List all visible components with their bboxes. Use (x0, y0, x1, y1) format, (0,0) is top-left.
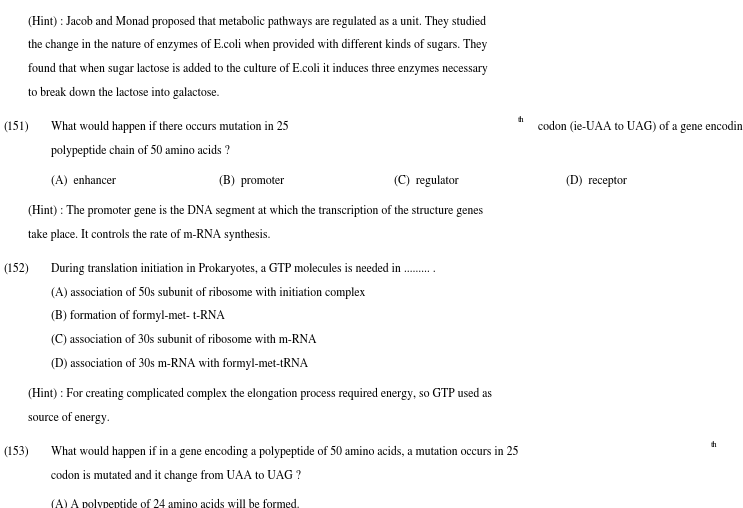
Text: What would happen if there occurs mutation in 25: What would happen if there occurs mutati… (51, 121, 288, 133)
Text: take place. It controls the rate of m-RNA synthesis.: take place. It controls the rate of m-RN… (28, 229, 270, 241)
Text: What would happen if in a gene encoding a polypeptide of 50 amino acids, a mutat: What would happen if in a gene encoding … (51, 446, 518, 458)
Text: (B) formation of formyl-met- t-RNA: (B) formation of formyl-met- t-RNA (51, 310, 224, 323)
Text: codon (ie-UAA to UAG) of a gene encoding a: codon (ie-UAA to UAG) of a gene encoding… (535, 121, 743, 133)
Text: to break down the lactose into galactose.: to break down the lactose into galactose… (28, 87, 220, 99)
Text: During translation initiation in Prokaryotes, a GTP molecules is needed in .....: During translation initiation in Prokary… (51, 263, 435, 275)
Text: polypeptide chain of 50 amino acids ?: polypeptide chain of 50 amino acids ? (51, 145, 230, 157)
Text: (D)  receptor: (D) receptor (566, 175, 627, 187)
Text: (A) association of 50s subunit of ribosome with initiation complex: (A) association of 50s subunit of riboso… (51, 287, 365, 299)
Text: (D) association of 30s m-RNA with formyl-met-tRNA: (D) association of 30s m-RNA with formyl… (51, 358, 308, 370)
Text: (Hint) : The promoter gene is the DNA segment at which the transcription of the : (Hint) : The promoter gene is the DNA se… (28, 205, 484, 217)
Text: found that when sugar lactose is added to the culture of E.coli it induces three: found that when sugar lactose is added t… (28, 63, 488, 75)
Text: th: th (518, 116, 525, 124)
Text: (151): (151) (4, 121, 29, 133)
Text: (152): (152) (4, 263, 30, 274)
Text: (C)  regulator: (C) regulator (394, 175, 458, 187)
Text: the change in the nature of enzymes of E.coli when provided with different kinds: the change in the nature of enzymes of E… (28, 39, 487, 51)
Text: (Hint) : Jacob and Monad proposed that metabolic pathways are regulated as a uni: (Hint) : Jacob and Monad proposed that m… (28, 15, 486, 27)
Text: (B)  promoter: (B) promoter (219, 175, 285, 187)
Text: (153): (153) (4, 446, 29, 458)
Text: (Hint) : For creating complicated complex the elongation process required energy: (Hint) : For creating complicated comple… (28, 388, 492, 400)
Text: codon is mutated and it change from UAA to UAG ?: codon is mutated and it change from UAA … (51, 470, 300, 482)
Text: (C) association of 30s subunit of ribosome with m-RNA: (C) association of 30s subunit of riboso… (51, 334, 316, 346)
Text: (A) A polypeptide of 24 amino acids will be formed.: (A) A polypeptide of 24 amino acids will… (51, 499, 299, 508)
Text: th: th (711, 441, 718, 449)
Text: (A)  enhancer: (A) enhancer (51, 175, 115, 186)
Text: source of energy.: source of energy. (28, 412, 110, 424)
